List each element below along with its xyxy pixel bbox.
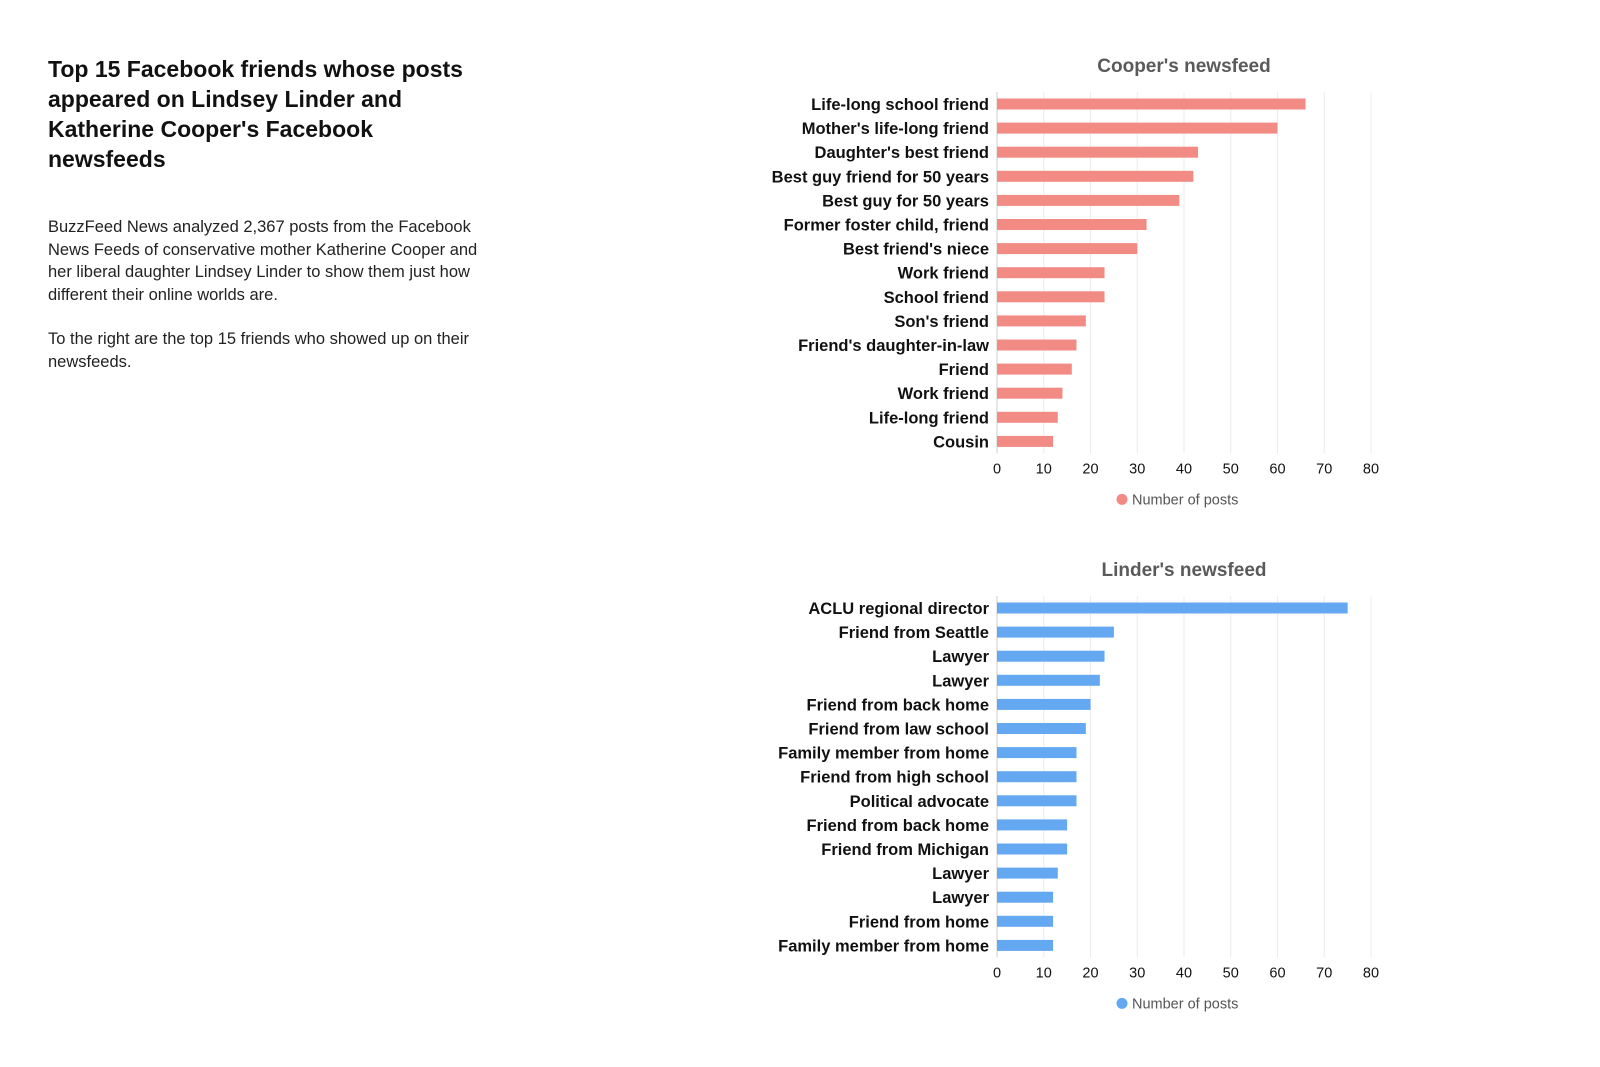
bar	[997, 843, 1068, 855]
category-label: School friend	[884, 289, 989, 307]
x-tick-label: 20	[1082, 461, 1098, 477]
x-tick-label: 50	[1223, 461, 1239, 477]
x-tick-label: 70	[1316, 965, 1332, 981]
bar	[997, 771, 1077, 783]
category-label: Mother's life-long friend	[802, 120, 989, 138]
chart-title: Cooper's newsfeed	[1097, 56, 1270, 77]
x-tick-label: 20	[1082, 965, 1098, 981]
x-tick-label: 50	[1223, 965, 1239, 981]
category-label: Lawyer	[932, 865, 989, 883]
bar	[997, 411, 1058, 423]
bar	[997, 626, 1114, 638]
category-label: Best guy for 50 years	[822, 192, 989, 210]
category-label: Best guy friend for 50 years	[772, 168, 989, 186]
cooper-newsfeed-chart: Cooper's newsfeed Life-long school friend…	[772, 56, 1379, 508]
bar	[997, 387, 1063, 399]
category-label: ACLU regional director	[808, 600, 989, 618]
category-label: Work friend	[898, 385, 989, 403]
bar	[997, 795, 1077, 807]
x-tick-label: 30	[1129, 461, 1145, 477]
x-tick-label: 60	[1269, 461, 1285, 477]
bar	[997, 435, 1054, 447]
bar	[997, 939, 1054, 951]
bar	[997, 146, 1199, 158]
linder-newsfeed-chart: Linder's newsfeed ACLU regional director F…	[778, 560, 1379, 1012]
category-label: Friend from Michigan	[821, 841, 989, 859]
category-label: Friend from Seattle	[839, 624, 989, 642]
category-label: Friend from law school	[808, 721, 989, 739]
bar	[997, 747, 1077, 759]
bar	[997, 819, 1068, 831]
x-tick-label: 10	[1036, 965, 1052, 981]
category-label: Family member from home	[778, 745, 989, 763]
bar	[997, 363, 1072, 375]
bar	[997, 98, 1306, 110]
x-tick-label: 40	[1176, 965, 1192, 981]
intro-paragraph-2: To the right are the top 15 friends who …	[48, 330, 470, 371]
category-label: Friend from back home	[807, 817, 989, 835]
x-tick-label: 80	[1363, 965, 1379, 981]
legend-swatch	[1116, 997, 1128, 1009]
category-label: Friend	[939, 361, 989, 379]
bar	[997, 267, 1105, 279]
bar	[997, 219, 1147, 230]
bar	[997, 650, 1105, 662]
intro-panel: Top 15 Facebook friends whose posts appe…	[48, 54, 488, 395]
category-label: Family member from home	[778, 937, 989, 955]
category-label: Friend from high school	[800, 769, 989, 787]
category-label: Political advocate	[850, 793, 989, 811]
bar	[997, 315, 1086, 327]
legend-label: Number of posts	[1132, 492, 1238, 508]
category-label: Work friend	[898, 265, 989, 283]
category-label: Lawyer	[932, 648, 989, 666]
x-tick-label: 80	[1363, 461, 1379, 477]
bar	[997, 243, 1138, 255]
category-label: Life-long friend	[869, 409, 989, 427]
category-label: Cousin	[933, 433, 989, 451]
x-tick-label: 40	[1176, 461, 1192, 477]
bar	[997, 339, 1077, 351]
chart-title: Linder's newsfeed	[1101, 560, 1266, 581]
category-label: Lawyer	[932, 672, 989, 690]
bar	[997, 674, 1100, 686]
intro-paragraph-1: BuzzFeed News analyzed 2,367 posts from …	[48, 218, 478, 304]
bar	[997, 170, 1194, 182]
bar	[997, 891, 1054, 903]
category-label: Lawyer	[932, 889, 989, 907]
category-label: Friend from back home	[807, 696, 989, 714]
category-label: Daughter's best friend	[815, 144, 989, 162]
category-label: Life-long school friend	[811, 96, 989, 114]
x-tick-label: 10	[1036, 461, 1052, 477]
x-tick-label: 0	[993, 461, 1001, 477]
bar	[997, 194, 1180, 206]
bar	[997, 122, 1278, 134]
bar	[997, 867, 1058, 879]
x-tick-label: 30	[1129, 965, 1145, 981]
bar	[997, 602, 1348, 614]
page-title: Top 15 Facebook friends whose posts appe…	[48, 56, 463, 172]
category-label: Friend's daughter-in-law	[798, 337, 989, 355]
bar	[997, 698, 1091, 710]
category-label: Son's friend	[894, 313, 989, 331]
category-label: Former foster child, friend	[784, 217, 989, 235]
category-label: Friend from home	[849, 913, 989, 931]
x-tick-label: 60	[1269, 965, 1285, 981]
legend-swatch	[1116, 493, 1128, 505]
bar	[997, 291, 1105, 303]
legend-label: Number of posts	[1132, 996, 1238, 1012]
x-tick-label: 0	[993, 965, 1001, 981]
bar	[997, 915, 1054, 927]
x-tick-label: 70	[1316, 461, 1332, 477]
bar	[997, 723, 1086, 734]
category-label: Best friend's niece	[843, 241, 989, 259]
